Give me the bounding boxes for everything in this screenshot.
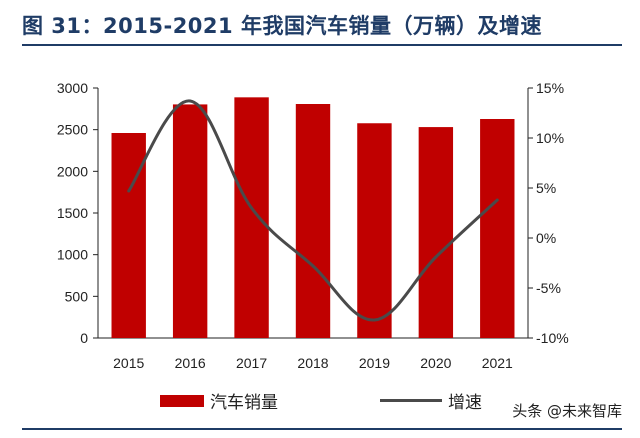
x-tick-label: 2018 bbox=[297, 355, 328, 371]
watermark: 头条 @未来智库 bbox=[512, 402, 622, 420]
left-tick-label: 3000 bbox=[57, 80, 88, 96]
legend-item-growth: 增速 bbox=[380, 388, 482, 413]
sales-bar bbox=[111, 133, 146, 338]
right-tick-label: 5% bbox=[536, 180, 556, 196]
x-tick-label: 2016 bbox=[175, 355, 206, 371]
chart-title: 图 31：2015-2021 年我国汽车销量（万辆）及增速 bbox=[22, 14, 542, 38]
legend-bar-swatch bbox=[160, 394, 204, 407]
growth-line-group bbox=[127, 99, 499, 322]
sales-bar bbox=[480, 119, 515, 338]
growth-point bbox=[127, 189, 131, 193]
right-tick-label: -5% bbox=[536, 280, 561, 296]
right-tick-label: 10% bbox=[536, 130, 564, 146]
legend-item-sales: 汽车销量 bbox=[160, 388, 278, 413]
left-tick-label: 500 bbox=[65, 288, 89, 304]
x-tick-label: 2021 bbox=[482, 355, 513, 371]
left-tick-label: 2500 bbox=[57, 122, 88, 138]
left-tick-label: 1000 bbox=[57, 247, 88, 263]
right-tick-label: 0% bbox=[536, 230, 556, 246]
legend-line-swatch bbox=[380, 399, 442, 402]
growth-point bbox=[188, 99, 192, 103]
sales-bars bbox=[111, 97, 515, 339]
x-tick-label: 2017 bbox=[236, 355, 267, 371]
right-tick-label: -10% bbox=[536, 330, 569, 346]
x-tick-label: 2019 bbox=[359, 355, 390, 371]
tick-labels: 0 500 1000 1500 2000 2500 3000 -10% -5% 0% 5% 10% 15… bbox=[57, 80, 569, 371]
left-tick-label: 1500 bbox=[57, 205, 88, 221]
left-tick-label: 0 bbox=[80, 330, 88, 346]
x-tick-label: 2020 bbox=[420, 355, 451, 371]
x-tick-label: 2015 bbox=[113, 355, 144, 371]
growth-point bbox=[434, 255, 438, 259]
title-underline bbox=[22, 44, 622, 46]
legend-growth-label: 增速 bbox=[448, 393, 482, 413]
right-tick-label: 15% bbox=[536, 80, 564, 96]
growth-point bbox=[311, 264, 315, 268]
sales-bar bbox=[172, 104, 208, 339]
sales-bar bbox=[418, 127, 454, 338]
sales-bar bbox=[234, 97, 269, 338]
bottom-rule bbox=[22, 428, 622, 430]
growth-point bbox=[495, 198, 499, 202]
legend-sales-label: 汽车销量 bbox=[210, 393, 278, 413]
left-tick-label: 2000 bbox=[57, 163, 88, 179]
growth-point bbox=[372, 318, 376, 322]
sales-bar bbox=[295, 104, 331, 338]
sales-bar bbox=[357, 123, 392, 338]
growth-point bbox=[250, 206, 254, 210]
